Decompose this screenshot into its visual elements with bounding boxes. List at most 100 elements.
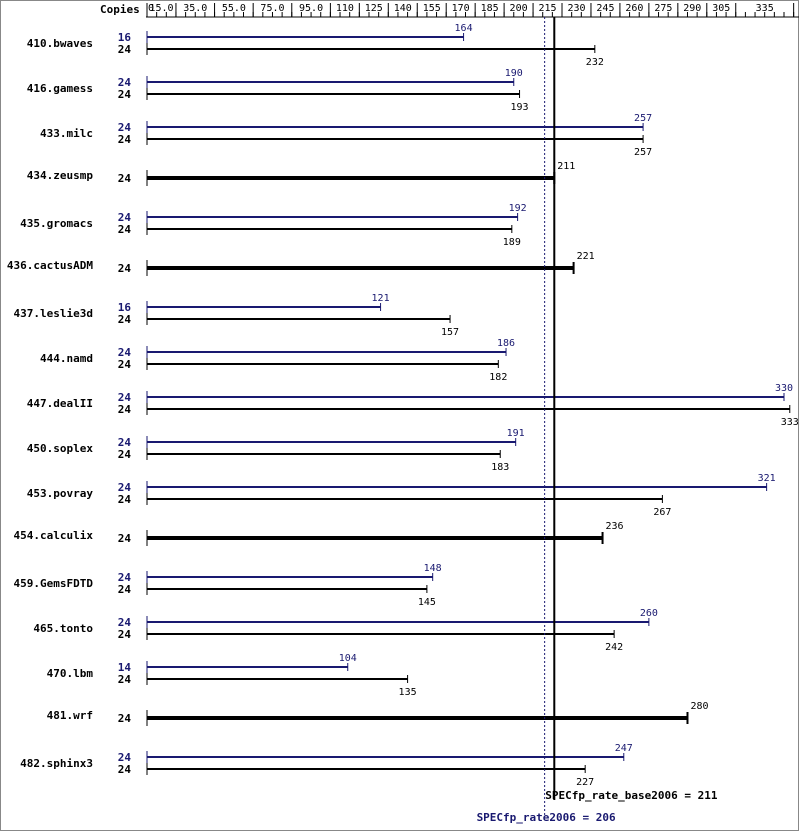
x-tick-label: 185 <box>481 3 499 14</box>
benchmark-row: 416.gamess 24 190 24 193 <box>27 68 529 113</box>
peak-copies: 16 <box>118 301 132 314</box>
benchmark-row: 459.GemsFDTD 24 148 24 145 <box>14 563 442 608</box>
peak-copies: 24 <box>118 436 132 449</box>
x-tick-label: 335 <box>756 3 774 14</box>
peak-copies: 24 <box>118 346 132 359</box>
benchmark-name: 410.bwaves <box>27 37 93 50</box>
peak-copies: 24 <box>118 571 132 584</box>
x-tick-label: 275 <box>654 3 672 14</box>
x-tick-label: 125 <box>365 3 383 14</box>
base-value-label: 182 <box>489 372 507 383</box>
base-copies: 24 <box>118 223 132 236</box>
peak-copies: 24 <box>118 211 132 224</box>
base-value-label: 227 <box>576 777 594 788</box>
benchmark-name: 453.povray <box>27 487 94 500</box>
base-copies: 24 <box>118 262 132 275</box>
benchmark-name: 435.gromacs <box>20 217 93 230</box>
benchmark-name: 470.lbm <box>47 667 94 680</box>
benchmark-name: 444.namd <box>40 352 93 365</box>
x-tick-label: 75.0 <box>260 3 284 14</box>
base-value-label: 232 <box>586 57 604 68</box>
benchmark-row: 435.gromacs 24 192 24 189 <box>20 203 527 248</box>
benchmark-row: 410.bwaves 16 164 24 232 <box>27 23 604 68</box>
benchmark-name: 434.zeusmp <box>27 169 94 182</box>
peak-copies: 24 <box>118 616 132 629</box>
base-copies: 24 <box>118 763 132 776</box>
base-value-label: 157 <box>441 327 459 338</box>
benchmark-name: 437.leslie3d <box>14 307 93 320</box>
peak-value-label: 247 <box>615 743 633 754</box>
x-tick-label: 290 <box>683 3 701 14</box>
base-value-label: 145 <box>418 597 436 608</box>
base-value-label: 267 <box>653 507 671 518</box>
benchmark-row: 434.zeusmp 24 211 <box>27 161 575 186</box>
base-copies: 24 <box>118 493 132 506</box>
benchmark-rows: 410.bwaves 16 164 24 232 416.gamess 24 190 24 193… <box>7 23 799 788</box>
benchmark-row: 437.leslie3d 16 121 24 157 <box>14 293 460 338</box>
base-value-label: 211 <box>557 161 575 172</box>
base-value-label: 183 <box>491 462 509 473</box>
peak-copies: 16 <box>118 31 132 44</box>
base-copies: 24 <box>118 88 132 101</box>
x-tick-label: 15.0 <box>149 3 173 14</box>
peak-copies: 24 <box>118 481 132 494</box>
peak-copies: 24 <box>118 76 132 89</box>
base-value-label: 236 <box>606 521 624 532</box>
benchmark-row: 481.wrf 24 280 <box>47 701 709 726</box>
peak-value-label: 257 <box>634 113 652 124</box>
base-copies: 24 <box>118 43 132 56</box>
peak-value-label: 330 <box>775 383 793 394</box>
base-copies: 24 <box>118 712 132 725</box>
x-tick-label: 200 <box>510 3 528 14</box>
peak-value-label: 190 <box>505 68 523 79</box>
peak-reference-label: SPECfp_rate2006 = 206 <box>477 811 616 824</box>
benchmark-row: 433.milc 24 257 24 257 <box>40 113 652 158</box>
peak-value-label: 186 <box>497 338 515 349</box>
base-copies: 24 <box>118 532 132 545</box>
peak-value-label: 260 <box>640 608 658 619</box>
base-copies: 24 <box>118 172 132 185</box>
benchmark-name: 482.sphinx3 <box>20 757 93 770</box>
base-copies: 24 <box>118 358 132 371</box>
benchmark-row: 447.dealII 24 330 24 333 <box>27 383 799 428</box>
x-tick-label: 215 <box>539 3 557 14</box>
base-value-label: 333 <box>781 417 799 428</box>
base-value-label: 189 <box>503 237 521 248</box>
x-tick-label: 260 <box>625 3 643 14</box>
base-copies: 24 <box>118 628 132 641</box>
benchmark-name: 433.milc <box>40 127 93 140</box>
x-axis-ticks: 015.0 35.0 55.0 75.0 95.0 110 125 140 155 170 185 2… <box>146 3 795 17</box>
peak-value-label: 121 <box>372 293 390 304</box>
x-tick-label: 230 <box>567 3 585 14</box>
benchmark-row: 470.lbm 14 104 24 135 <box>47 653 417 698</box>
base-value-label: 280 <box>690 701 708 712</box>
peak-value-label: 321 <box>758 473 776 484</box>
benchmark-row: 454.calculix 24 236 <box>14 521 624 546</box>
x-tick-label: 155 <box>423 3 441 14</box>
base-copies: 24 <box>118 673 132 686</box>
peak-copies: 24 <box>118 751 132 764</box>
base-copies: 24 <box>118 133 132 146</box>
x-tick-label: 110 <box>336 3 354 14</box>
x-tick-label: 305 <box>712 3 730 14</box>
base-copies: 24 <box>118 448 132 461</box>
benchmark-row: 482.sphinx3 24 247 24 227 <box>20 743 633 788</box>
benchmark-row: 444.namd 24 186 24 182 <box>40 338 515 383</box>
base-copies: 24 <box>118 313 132 326</box>
peak-copies: 24 <box>118 121 132 134</box>
benchmark-name: 481.wrf <box>47 709 93 722</box>
copies-axis-title: Copies <box>100 3 140 16</box>
benchmark-row: 450.soplex 24 191 24 183 <box>27 428 525 473</box>
base-copies: 24 <box>118 583 132 596</box>
peak-value-label: 104 <box>339 653 357 664</box>
x-tick-label: 245 <box>596 3 614 14</box>
base-value-label: 242 <box>605 642 623 653</box>
peak-copies: 24 <box>118 391 132 404</box>
x-tick-label: 35.0 <box>183 3 207 14</box>
benchmark-name: 450.soplex <box>27 442 94 455</box>
base-copies: 24 <box>118 403 132 416</box>
base-value-label: 193 <box>511 102 529 113</box>
peak-value-label: 148 <box>424 563 442 574</box>
base-value-label: 135 <box>399 687 417 698</box>
